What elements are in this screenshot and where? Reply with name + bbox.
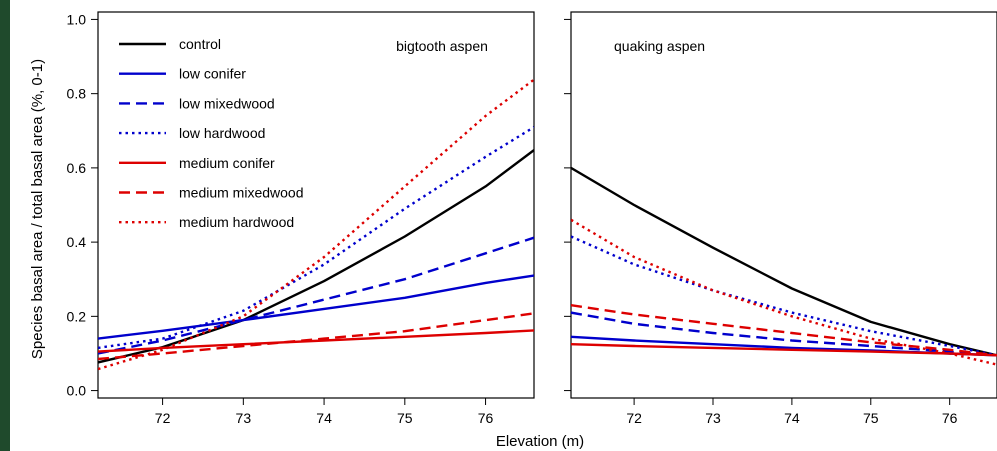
x-tick-label: 74 bbox=[784, 410, 800, 426]
panel-quaking-aspen: 72 73 74 75 76 quaking aspen bbox=[564, 11, 997, 426]
x-tick-label: 73 bbox=[236, 410, 252, 426]
series-low-mixedwood bbox=[571, 311, 997, 357]
y-tick-label: 1.0 bbox=[67, 11, 87, 27]
x-tick-label: 72 bbox=[626, 410, 642, 426]
legend-label-low-hardwood: low hardwood bbox=[179, 125, 265, 141]
series-lines bbox=[98, 78, 534, 371]
series-low-conifer bbox=[98, 274, 534, 340]
panel-title: bigtooth aspen bbox=[396, 38, 488, 54]
series-low-hardwood bbox=[98, 126, 534, 350]
series-medium-hardwood bbox=[571, 218, 997, 366]
legend-label-medium-hardwood: medium hardwood bbox=[179, 214, 294, 230]
legend-label-low-mixedwood: low mixedwood bbox=[179, 95, 275, 111]
y-tick-label: 0.4 bbox=[67, 234, 87, 250]
y-axis-title: Species basal area / total basal area (%… bbox=[29, 59, 46, 359]
legend-label-low-conifer: low conifer bbox=[179, 66, 246, 82]
x-tick-label: 75 bbox=[397, 410, 413, 426]
panel-title: quaking aspen bbox=[614, 38, 705, 54]
x-axis-title: Elevation (m) bbox=[496, 433, 584, 450]
legend-label-medium-mixedwood: medium mixedwood bbox=[179, 185, 304, 201]
plot-frame bbox=[570, 11, 997, 399]
x-tick-label: 73 bbox=[705, 410, 721, 426]
series-medium-conifer bbox=[98, 329, 534, 353]
series-medium-mixedwood bbox=[571, 304, 997, 357]
x-tick-label: 75 bbox=[863, 410, 879, 426]
edge-strip bbox=[0, 0, 10, 451]
plot-frame bbox=[97, 11, 535, 399]
legend: control low conifer low mixedwood low hardw… bbox=[119, 36, 304, 230]
series-control bbox=[571, 166, 997, 357]
series-low-hardwood bbox=[571, 235, 997, 357]
legend-label-control: control bbox=[179, 36, 221, 52]
series-medium-mixedwood bbox=[98, 312, 534, 361]
series-medium-hardwood bbox=[98, 78, 534, 371]
panel-bigtooth-aspen: 0.0 0.2 0.4 0.6 0.8 1.0 72 73 74 75 76 bigtooth asp… bbox=[67, 11, 535, 426]
y-tick-label: 0.6 bbox=[67, 160, 87, 176]
legend-label-medium-conifer: medium conifer bbox=[179, 155, 275, 171]
y-tick-label: 0.8 bbox=[67, 86, 87, 102]
series-lines bbox=[571, 166, 997, 366]
x-tick-label: 76 bbox=[478, 410, 494, 426]
series-low-mixedwood bbox=[98, 236, 534, 355]
x-tick-label: 76 bbox=[942, 410, 958, 426]
y-tick-label: 0.0 bbox=[67, 383, 87, 399]
y-tick-label: 0.2 bbox=[67, 308, 87, 324]
x-tick-label: 72 bbox=[155, 410, 171, 426]
x-tick-label: 74 bbox=[316, 410, 332, 426]
